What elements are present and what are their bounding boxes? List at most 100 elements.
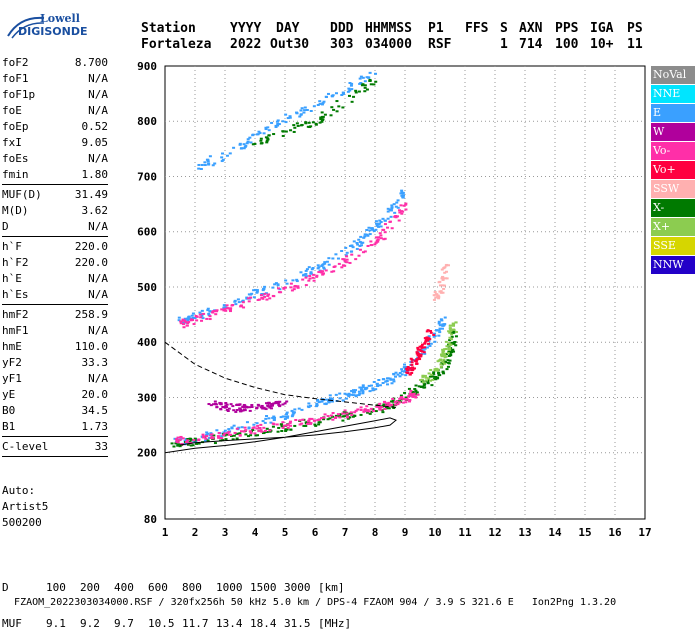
echo-point [288,115,292,118]
echo-point [279,416,283,419]
echo-point [366,234,370,237]
echo-point [330,106,334,109]
echo-point [225,403,229,406]
legend-item: NNE [651,85,695,103]
echo-point [336,257,340,260]
echo-point [408,367,412,370]
echo-point [271,416,275,419]
echo-point [201,433,205,436]
echo-point [272,423,276,426]
echo-point [439,353,443,356]
echo-point [238,143,242,146]
param-value: 34.5 [81,404,109,417]
echo-point [444,270,448,273]
echo-point [264,417,268,420]
echo-point [445,368,449,371]
echo-point [246,140,250,143]
echo-point [331,94,335,97]
legend-item: Vo+ [651,161,695,179]
echo-point [338,392,342,395]
echo-point [274,402,278,405]
echo-point [359,388,363,391]
echo-point [408,373,412,376]
echo-point [338,416,342,419]
echo-point [408,392,412,395]
param-name: foEp [2,120,29,133]
param-name: foF1p [2,88,36,101]
echo-point [421,381,425,384]
echo-point [427,372,431,375]
param-value: N/A [88,272,108,285]
echo-point [273,416,277,419]
echo-point [259,137,263,140]
echo-point [288,116,292,119]
echo-point [394,403,398,406]
footer-value: 200 [80,581,100,594]
echo-point [197,163,201,166]
echo-point [334,253,338,256]
echo-point [252,296,256,299]
echo-point [203,164,207,167]
param-value: 220.0 [74,240,108,253]
echo-point [293,284,297,287]
echo-point [268,406,272,409]
echo-point [346,90,350,93]
echo-point [293,408,297,411]
echo-point [324,96,328,99]
echo-point [442,358,446,361]
echo-point [179,435,183,438]
echo-point [330,400,334,403]
echo-point [178,445,182,448]
echo-point [376,240,380,243]
echo-point [182,326,186,329]
echo-point [413,395,417,398]
echo-point [320,416,324,419]
echo-point [235,437,239,440]
echo-point [363,80,367,83]
echo-point [301,278,305,281]
echo-point [341,106,345,109]
echo-point [430,384,434,387]
echo-point [419,355,423,358]
echo-point [354,409,358,412]
echo-point [309,109,313,112]
echo-point [203,161,207,164]
echo-point [271,294,275,297]
echo-point [425,330,429,333]
echo-point [429,330,433,333]
echo-point [324,269,328,272]
echo-point [367,410,371,413]
echo-point [317,266,321,269]
echo-point [265,298,269,301]
echo-point [406,372,410,375]
echo-point [417,356,421,359]
echo-point [228,310,232,313]
echo-point [416,354,420,357]
echo-point [439,358,443,361]
echo-point [400,212,404,215]
echo-point [289,428,293,431]
echo-point [309,272,313,275]
echo-point [346,394,350,397]
echo-point [421,343,425,346]
echo-point [368,71,372,74]
param-name: yE [2,388,16,401]
echo-point [449,353,453,356]
echo-point [454,344,458,347]
echo-point [423,383,427,386]
echo-point [255,422,259,425]
echo-point [395,201,399,204]
echo-point [351,394,355,397]
param-name: h`F [2,240,22,253]
echo-point [270,407,274,410]
echo-point [266,126,270,129]
echo-point [358,77,362,80]
echo-point [331,415,335,418]
echo-point [340,250,344,253]
echo-point [255,291,259,294]
echo-point [375,224,379,227]
echo-point [398,401,402,404]
echo-point [441,291,445,294]
echo-point [222,304,226,307]
echo-point [300,123,304,126]
